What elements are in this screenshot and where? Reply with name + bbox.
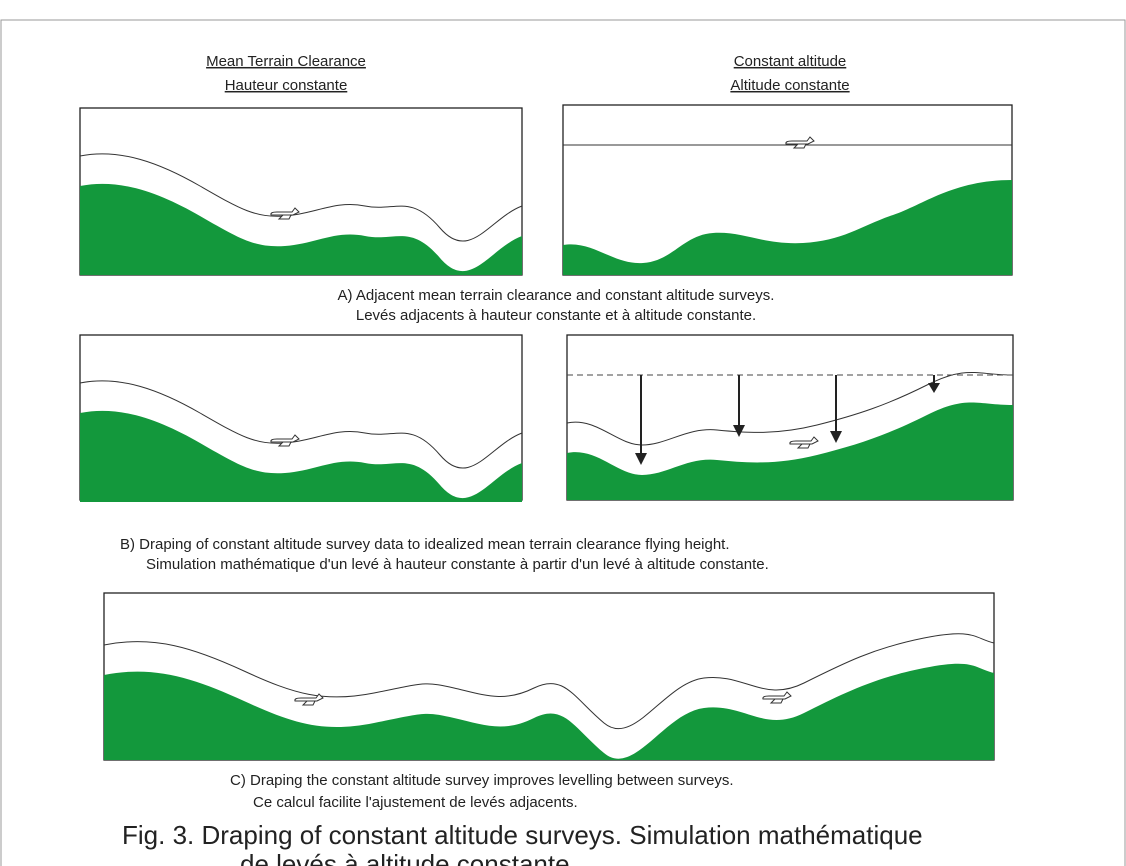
panel-subtitle: Hauteur constante <box>225 77 348 94</box>
panel-b-ca <box>567 335 1013 500</box>
caption: C) Draping the constant altitude survey … <box>230 772 734 789</box>
figure-caption: de levés à altitude constante <box>240 849 570 866</box>
panel-a-mtc <box>80 108 522 275</box>
caption: Levés adjacents à hauteur constante et à… <box>356 307 756 324</box>
page: {"panels": { "mtc": {"title": "Mean Terr… <box>0 0 1126 866</box>
panel-a-ca <box>563 105 1012 275</box>
panel-title: Mean Terrain Clearance <box>206 53 366 70</box>
caption: A) Adjacent mean terrain clearance and c… <box>338 287 775 304</box>
panel-c <box>104 593 994 760</box>
caption: Ce calcul facilite l'ajustement de levés… <box>253 794 578 811</box>
panel-subtitle: Altitude constante <box>730 77 849 94</box>
panel-b-mtc <box>80 335 522 502</box>
caption: B) Draping of constant altitude survey d… <box>120 536 730 553</box>
figure: Mean Terrain Clearance Hauteur constante… <box>0 0 1126 866</box>
figure-caption: Fig. 3. Draping of constant altitude sur… <box>122 820 923 850</box>
panel-title: Constant altitude <box>734 53 847 70</box>
caption: Simulation mathématique d'un levé à haut… <box>146 556 769 573</box>
